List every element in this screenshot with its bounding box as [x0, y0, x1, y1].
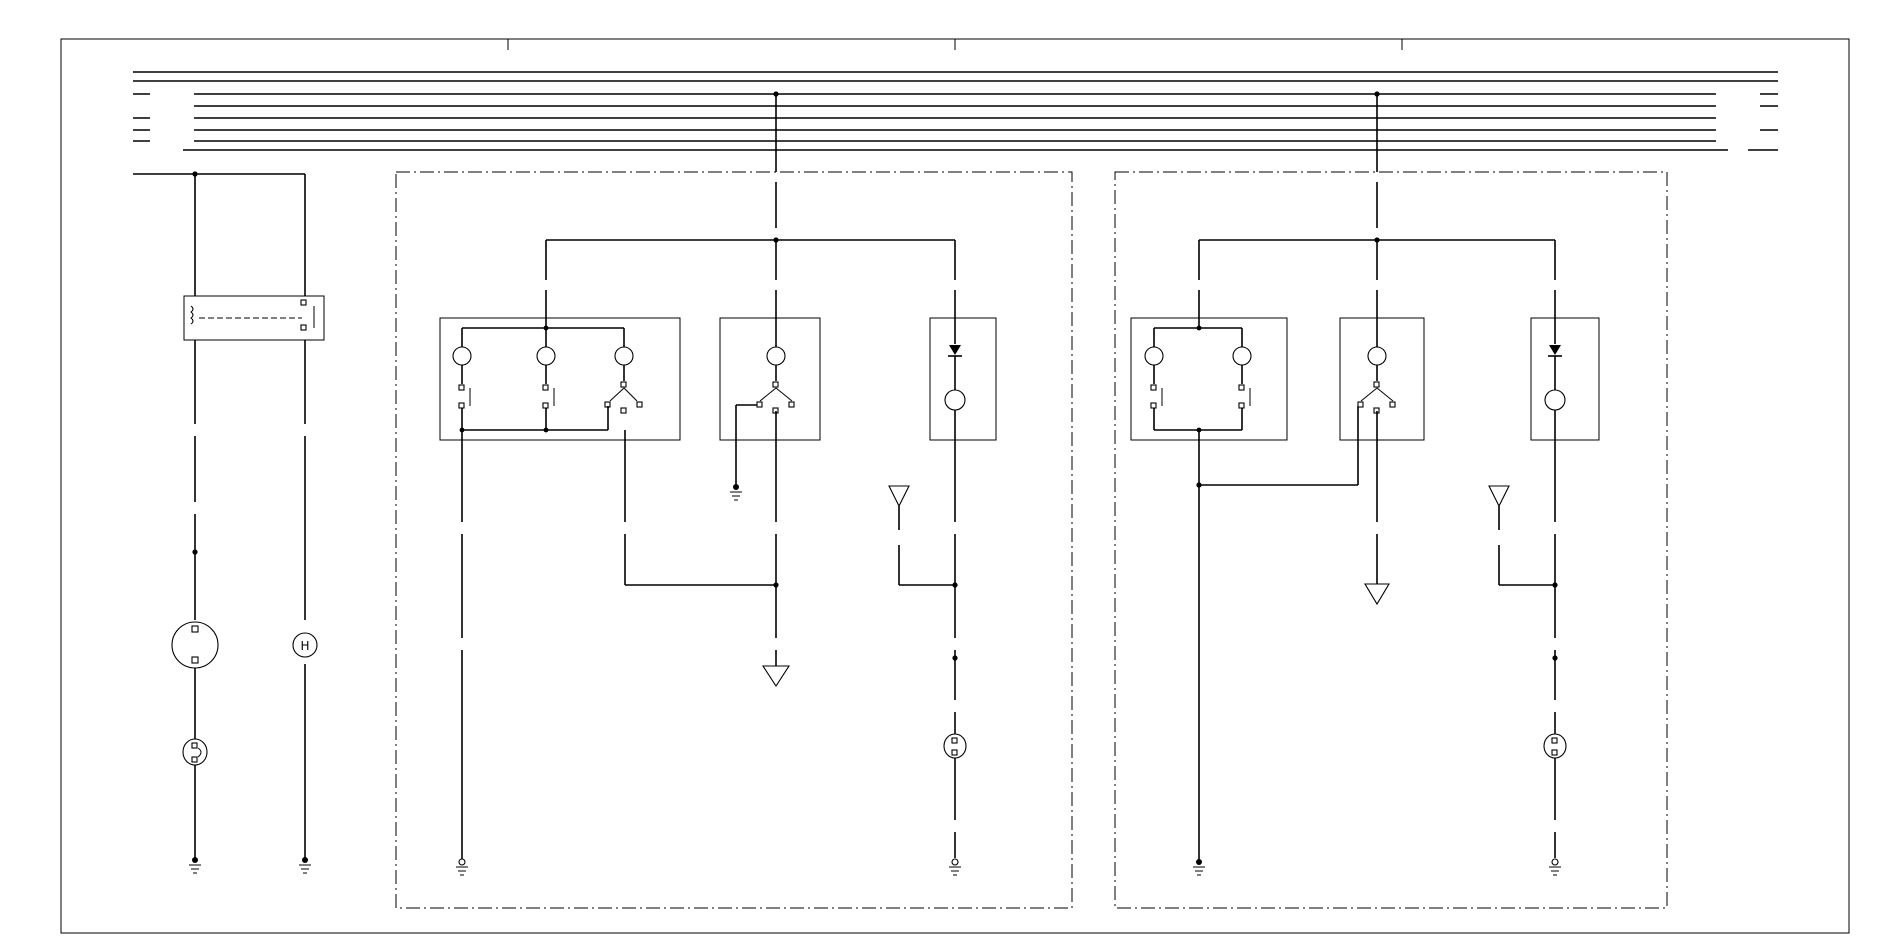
combination-switch-right-center [1339, 317, 1425, 441]
left-grounds [189, 857, 311, 874]
right-oval-switch [1543, 733, 1567, 759]
small-switch [182, 738, 208, 766]
relay [183, 295, 325, 341]
right-section [1114, 91, 1668, 909]
drawing-frame [60, 38, 1850, 934]
heater-lamp-label: H [300, 639, 309, 653]
heater-lamp: H [292, 632, 318, 658]
middle-section [395, 91, 1073, 909]
left-section: H [133, 171, 325, 874]
horn-circle [171, 621, 219, 669]
combination-switch-right [1130, 317, 1288, 441]
combination-switch-left [439, 317, 681, 441]
middle-right-ground [949, 858, 961, 876]
center-ground [730, 484, 742, 501]
indicator-diode-box-right [1530, 317, 1600, 441]
middle-left-ground [456, 858, 468, 876]
middle-oval-switch [943, 733, 967, 759]
combination-switch-center [719, 317, 821, 485]
right-right-ground [1549, 858, 1561, 876]
right-left-ground [1193, 859, 1205, 876]
power-bus [133, 71, 1778, 151]
indicator-diode-box-middle [929, 317, 997, 441]
